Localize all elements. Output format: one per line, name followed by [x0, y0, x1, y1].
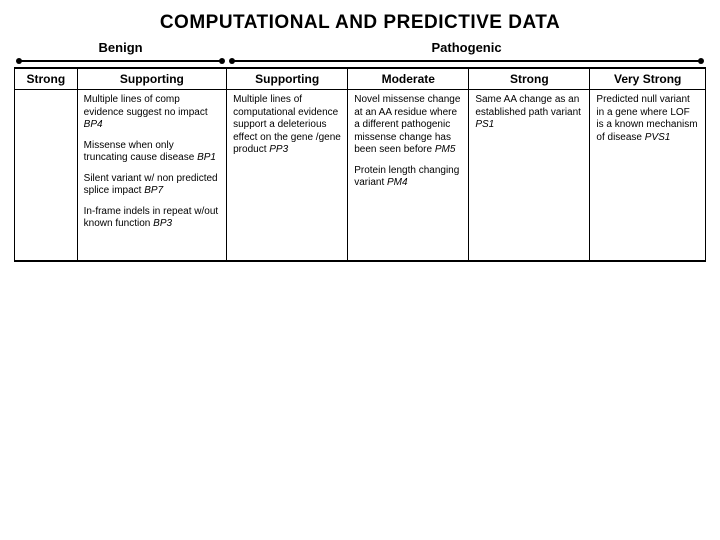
column-header: Supporting	[227, 69, 347, 90]
criteria-entry: Silent variant w/ non predicted splice i…	[84, 173, 220, 198]
page-title: COMPUTATIONAL AND PREDICTIVE DATA	[14, 12, 706, 34]
group-benign-label: Benign	[99, 40, 143, 55]
group-pathogenic-bar	[227, 57, 706, 65]
column-body: Multiple lines of comp evidence suggest …	[78, 90, 226, 260]
criteria-code: PS1	[475, 119, 494, 130]
column-body: Predicted null variant in a gene where L…	[590, 90, 705, 260]
column-header: Strong	[469, 69, 589, 90]
criteria-entry: Predicted null variant in a gene where L…	[596, 94, 699, 144]
criteria-entry: Novel missense change at an AA residue w…	[354, 94, 462, 157]
column-p_support: Supporting Multiple lines of computationa…	[227, 69, 348, 260]
criteria-entry: Multiple lines of comp evidence suggest …	[84, 94, 220, 132]
criteria-code: BP7	[144, 185, 163, 196]
column-p_moderate: Moderate Novel missense change at an AA r…	[348, 69, 469, 260]
group-benign: Benign	[14, 40, 227, 65]
column-body: Novel missense change at an AA residue w…	[348, 90, 468, 260]
column-p_vstrong: Very Strong Predicted null variant in a g…	[590, 69, 706, 260]
criteria-code: PVS1	[645, 132, 671, 143]
group-header-row: Benign Pathogenic	[14, 40, 706, 65]
criteria-code: BP1	[197, 152, 216, 163]
column-header: Strong	[15, 69, 77, 90]
criteria-code: PM4	[387, 177, 408, 188]
criteria-entry: In-frame indels in repeat w/out known fu…	[84, 206, 220, 231]
column-body	[15, 90, 77, 260]
criteria-text: In-frame indels in repeat w/out known fu…	[84, 206, 219, 230]
criteria-code: PP3	[269, 144, 288, 155]
criteria-code: BP4	[84, 119, 103, 130]
criteria-entry: Same AA change as an established path va…	[475, 94, 583, 132]
group-pathogenic: Pathogenic	[227, 40, 706, 65]
column-header: Moderate	[348, 69, 468, 90]
bar-line	[231, 60, 702, 62]
column-body: Multiple lines of computational evidence…	[227, 90, 347, 260]
column-body: Same AA change as an established path va…	[469, 90, 589, 260]
column-header: Very Strong	[590, 69, 705, 90]
criteria-entry: Missense when only truncating cause dise…	[84, 140, 220, 165]
criteria-text: Multiple lines of comp evidence suggest …	[84, 94, 208, 118]
criteria-code: PM5	[435, 144, 456, 155]
criteria-code: BP3	[153, 218, 172, 229]
criteria-text: Missense when only truncating cause dise…	[84, 140, 197, 164]
column-p_strong: Strong Same AA change as an established p…	[469, 69, 590, 260]
bar-line	[18, 60, 223, 62]
criteria-table: StrongSupportingMultiple lines of comp e…	[14, 67, 706, 262]
criteria-entry: Protein length changing variant PM4	[354, 165, 462, 190]
column-b_support: Supporting Multiple lines of comp evidenc…	[78, 69, 227, 260]
bar-endpoint-icon	[698, 58, 704, 64]
column-header: Supporting	[78, 69, 226, 90]
column-b_strong: Strong	[14, 69, 78, 260]
criteria-text: Same AA change as an established path va…	[475, 94, 581, 118]
criteria-entry: Multiple lines of computational evidence…	[233, 94, 341, 157]
group-pathogenic-label: Pathogenic	[432, 40, 502, 55]
bar-endpoint-icon	[219, 58, 225, 64]
group-benign-bar	[14, 57, 227, 65]
